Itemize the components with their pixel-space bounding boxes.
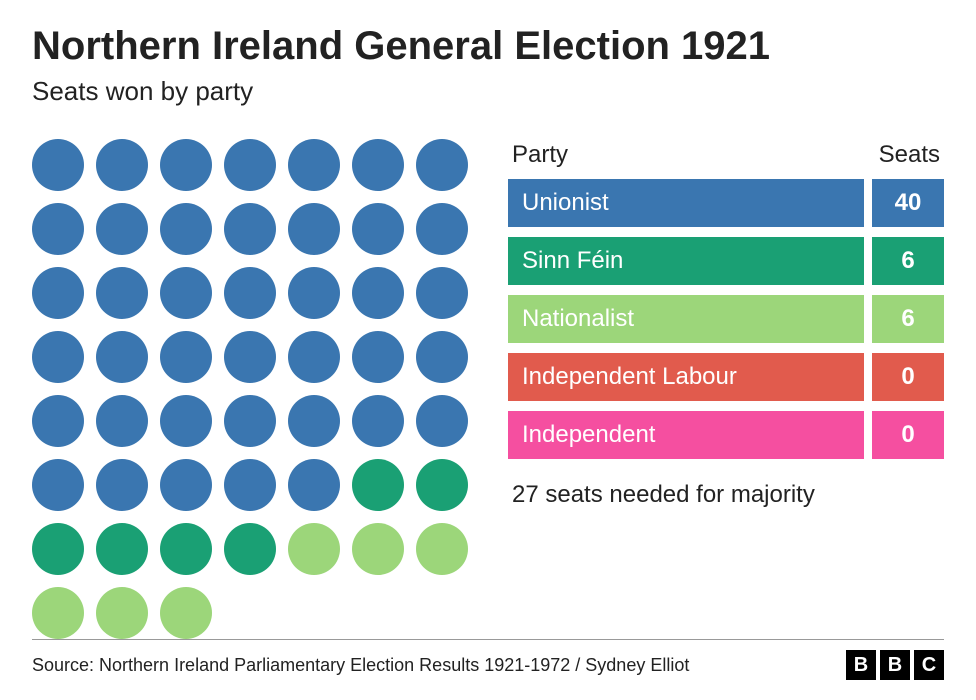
seat-row xyxy=(32,459,468,511)
seat-dot xyxy=(416,395,468,447)
seat-row xyxy=(32,203,468,255)
seat-dot xyxy=(96,523,148,575)
chart-subtitle: Seats won by party xyxy=(32,76,944,107)
seat-row xyxy=(32,331,468,383)
seat-dot xyxy=(32,139,84,191)
bbc-logo: BBC xyxy=(846,650,944,680)
seat-dot xyxy=(32,267,84,319)
seat-dot xyxy=(160,523,212,575)
seat-dot xyxy=(352,523,404,575)
seat-dot xyxy=(224,395,276,447)
seat-row xyxy=(32,395,468,447)
bbc-block: B xyxy=(880,650,910,680)
seat-dot xyxy=(416,267,468,319)
seat-dot xyxy=(32,203,84,255)
seat-dot xyxy=(288,395,340,447)
party-seats: 0 xyxy=(872,411,944,459)
seat-row xyxy=(32,139,468,191)
seat-dot xyxy=(288,267,340,319)
seat-dot xyxy=(160,203,212,255)
chart-title: Northern Ireland General Election 1921 xyxy=(32,24,944,68)
party-row: Sinn Féin6 xyxy=(508,237,944,285)
seat-dot xyxy=(96,587,148,639)
seat-dot xyxy=(96,267,148,319)
chart-content: Party Seats Unionist40Sinn Féin6National… xyxy=(32,135,944,639)
party-name: Nationalist xyxy=(508,295,864,343)
seat-dot xyxy=(352,139,404,191)
party-rows: Unionist40Sinn Féin6Nationalist6Independ… xyxy=(508,179,944,459)
seat-dot xyxy=(288,203,340,255)
seat-dot xyxy=(352,459,404,511)
party-row: Independent0 xyxy=(508,411,944,459)
header-seats-label: Seats xyxy=(879,141,940,169)
seat-dot xyxy=(224,523,276,575)
seat-dot xyxy=(32,331,84,383)
seat-dot xyxy=(96,459,148,511)
seat-row xyxy=(32,523,468,575)
party-seats: 6 xyxy=(872,295,944,343)
seat-row xyxy=(32,587,468,639)
seat-dot xyxy=(160,587,212,639)
seat-dot xyxy=(160,267,212,319)
source-text: Source: Northern Ireland Parliamentary E… xyxy=(32,655,689,676)
seat-row xyxy=(32,267,468,319)
seat-dot xyxy=(32,395,84,447)
seat-dot xyxy=(416,523,468,575)
seat-dot xyxy=(352,395,404,447)
party-name: Independent xyxy=(508,411,864,459)
party-table: Party Seats Unionist40Sinn Féin6National… xyxy=(508,135,944,509)
seat-dot xyxy=(416,459,468,511)
seat-dot xyxy=(224,459,276,511)
seat-dot xyxy=(288,459,340,511)
seat-dot xyxy=(32,587,84,639)
seat-dot xyxy=(288,139,340,191)
seat-dot-grid xyxy=(32,135,468,639)
seat-dot xyxy=(416,203,468,255)
seat-dot xyxy=(352,203,404,255)
party-name: Unionist xyxy=(508,179,864,227)
party-name: Independent Labour xyxy=(508,353,864,401)
seat-dot xyxy=(416,331,468,383)
bbc-block: B xyxy=(846,650,876,680)
bbc-block: C xyxy=(914,650,944,680)
seat-dot xyxy=(288,331,340,383)
party-seats: 40 xyxy=(872,179,944,227)
seat-dot xyxy=(224,267,276,319)
header-party-label: Party xyxy=(512,141,568,169)
seat-dot xyxy=(96,203,148,255)
party-seats: 6 xyxy=(872,237,944,285)
seat-dot xyxy=(32,459,84,511)
party-seats: 0 xyxy=(872,353,944,401)
seat-dot xyxy=(288,523,340,575)
party-name: Sinn Féin xyxy=(508,237,864,285)
chart-footer: Source: Northern Ireland Parliamentary E… xyxy=(32,639,944,680)
party-row: Nationalist6 xyxy=(508,295,944,343)
seat-dot xyxy=(224,139,276,191)
party-row: Independent Labour0 xyxy=(508,353,944,401)
party-row: Unionist40 xyxy=(508,179,944,227)
party-table-header: Party Seats xyxy=(508,141,944,169)
seat-dot xyxy=(160,139,212,191)
seat-dot xyxy=(224,203,276,255)
seat-dot xyxy=(160,331,212,383)
seat-dot xyxy=(224,331,276,383)
seat-dot xyxy=(96,331,148,383)
seat-dot xyxy=(352,331,404,383)
majority-note: 27 seats needed for majority xyxy=(508,481,944,509)
seat-dot xyxy=(96,395,148,447)
seat-dot xyxy=(416,139,468,191)
seat-dot xyxy=(352,267,404,319)
seat-dot xyxy=(160,395,212,447)
seat-dot xyxy=(160,459,212,511)
seat-dot xyxy=(32,523,84,575)
seat-dot xyxy=(96,139,148,191)
